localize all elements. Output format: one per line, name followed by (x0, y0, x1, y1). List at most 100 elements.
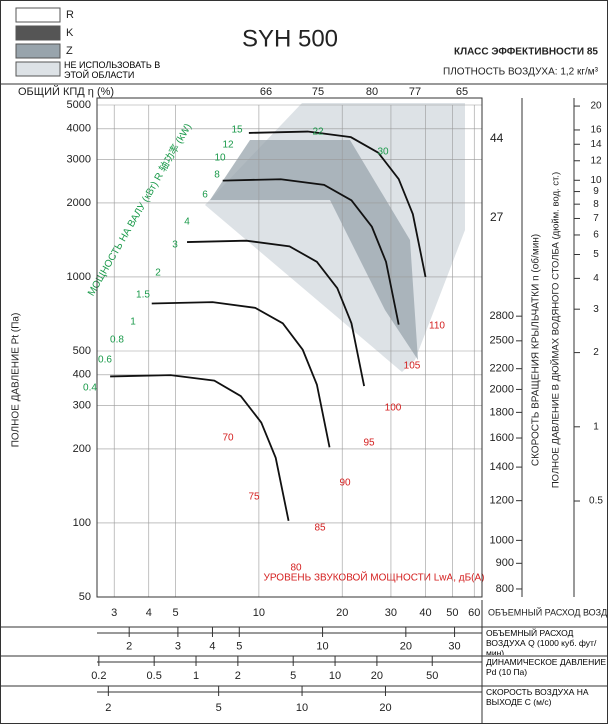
scale-tick-label: 4 (209, 640, 215, 652)
power-value-label: 0.8 (110, 335, 124, 346)
sound-value-label: 85 (314, 523, 326, 534)
scale-tick-label: 20 (379, 702, 391, 714)
inch-tick-label: 12 (590, 155, 602, 166)
sound-value-label: 95 (363, 438, 375, 449)
inch-axis-label: ПОЛНОЕ ДАВЛЕНИЕ В ДЮЙМАХ ВОДЯНОГО СТОЛБА… (550, 172, 562, 488)
scale-tick-label: 10 (316, 640, 328, 652)
y-tick-label: 300 (73, 399, 91, 411)
x-tick-label: 3 (111, 607, 117, 619)
legend-label: Z (66, 45, 73, 57)
inch-tick-label: 6 (593, 230, 599, 241)
y-tick-label: 100 (73, 517, 91, 529)
x-tick-label: 60 (468, 607, 480, 619)
speed-tick-label: 2000 (490, 383, 514, 395)
speed-extra-label: 27 (490, 210, 504, 224)
speed-curve (187, 239, 366, 387)
y-tick-label: 3000 (67, 153, 91, 165)
power-label: МОЩНОСТЬ НА ВАЛУ (кВт) R 轴功率 (kW) (84, 121, 194, 298)
x-tick-label: 20 (336, 607, 348, 619)
scale-label: СКОРОСТЬ ВОЗДУХА НА ВЫХОДЕ С (м/с) (486, 687, 589, 707)
y-axis-label: ПОЛНОЕ ДАВЛЕНИЕ Pt (Па) (11, 313, 22, 448)
power-value-label: 6 (202, 190, 208, 201)
inch-tick-label: 10 (590, 175, 602, 186)
sound-value-label: 75 (248, 492, 260, 503)
inch-tick-label: 5 (593, 249, 599, 260)
scale-tick-label: 20 (371, 670, 383, 682)
speed-extra-label: 44 (490, 131, 504, 145)
z-zone (210, 140, 418, 360)
x-tick-label: 4 (146, 607, 152, 619)
speed-tick-label: 2500 (490, 335, 514, 347)
scale-tick-label: 0.2 (91, 670, 106, 682)
inch-tick-label: 2 (593, 347, 599, 358)
sound-label: УРОВЕНЬ ЗВУКОВОЙ МОЩНОСТИ LwA, дБ(A) (264, 571, 485, 584)
efficiency-label: 75 (312, 86, 324, 98)
x-tick-label: 5 (173, 607, 179, 619)
y-tick-label: 5000 (67, 99, 91, 111)
inch-tick-label: 20 (590, 101, 602, 112)
scale-tick-label: 10 (329, 670, 341, 682)
scale-tick-label: 10 (296, 702, 308, 714)
speed-tick-label: 1200 (490, 495, 514, 507)
legend-label: R (66, 9, 74, 21)
scale-tick-label: 5 (290, 670, 296, 682)
inch-tick-label: 8 (593, 199, 599, 210)
y-tick-label: 50 (79, 591, 91, 603)
y-tick-label: 4000 (67, 123, 91, 135)
y-tick-label: 2000 (67, 197, 91, 209)
speed-tick-label: 1400 (490, 461, 514, 473)
legend-label: K (66, 27, 74, 39)
scale-label: ОБЪЕМНЫЙ РАСХОД ВОЗДУХА Q (1000 куб. фут… (486, 628, 597, 655)
speed-curve (151, 301, 331, 448)
x-tick-label: 40 (419, 607, 431, 619)
efficiency-label: 77 (409, 86, 421, 98)
inch-tick-label: 1 (593, 421, 599, 432)
scale-label-box: ОБЪЕМНЫЙ РАСХОД ВОЗДУХА Q (1000 куб. фут… (486, 628, 597, 655)
sound-value-label: 110 (429, 321, 445, 332)
power-value-label: 15 (231, 125, 243, 136)
speed-axis-label: СКОРОСТЬ ВРАЩЕНИЯ КРЫЛЬЧАТКИ n (об/мин) (530, 234, 542, 466)
inch-tick-label: 14 (590, 139, 602, 150)
y-tick-label: 500 (73, 345, 91, 357)
inch-tick-label: 4 (593, 273, 599, 284)
legend-swatch-r (15, 7, 61, 23)
scale-label-box: ДИНАМИЧЕСКОЕ ДАВЛЕНИЕ Pd (10 Па) (486, 657, 606, 677)
inch-tick-label: 0.5 (589, 496, 603, 507)
x-tick-label: 50 (446, 607, 458, 619)
efficiency-label: 80 (366, 86, 378, 98)
speed-tick-label: 1600 (490, 432, 514, 444)
inch-tick-label: 9 (593, 186, 599, 197)
sound-value-label: 70 (222, 433, 234, 444)
sound-value-label: 90 (339, 478, 351, 489)
scale-tick-label: 3 (175, 640, 181, 652)
power-value-label: 2 (155, 268, 161, 279)
y-tick-label: 200 (73, 443, 91, 455)
efficiency-axis-label: ОБЩИЙ КПД η (%) (18, 85, 114, 98)
power-value-label: 22 (312, 127, 324, 138)
legend-swatch-k (15, 25, 61, 41)
scale-label-box: СКОРОСТЬ ВОЗДУХА НА ВЫХОДЕ С (м/с) (486, 687, 589, 707)
scale-tick-label: 30 (448, 640, 460, 652)
efficiency-class: КЛАСС ЭФФЕКТИВНОСТИ 85 (454, 47, 598, 58)
speed-tick-label: 2200 (490, 363, 514, 375)
scale-tick-label: 2 (235, 670, 241, 682)
power-value-label: 30 (377, 147, 389, 158)
power-value-label: 12 (222, 140, 234, 151)
legend-swatch-z (15, 43, 61, 59)
legend-swatch-na (15, 61, 61, 77)
speed-tick-label: 2800 (490, 310, 514, 322)
scale-tick-label: 5 (236, 640, 242, 652)
power-value-label: 0.6 (98, 355, 112, 366)
scale-tick-label: 20 (400, 640, 412, 652)
inch-tick-label: 7 (593, 213, 599, 224)
power-value-label: 4 (184, 217, 190, 228)
speed-tick-label: 800 (496, 583, 514, 595)
plot-frame (96, 97, 483, 598)
speed-curve (222, 178, 400, 325)
y-tick-label: 1000 (67, 271, 91, 283)
speed-tick-label: 1000 (490, 534, 514, 546)
inch-tick-label: 16 (590, 125, 602, 136)
air-density: ПЛОТНОСТЬ ВОЗДУХА: 1,2 кг/м³ (443, 67, 599, 78)
sound-value-label: 80 (290, 563, 302, 574)
